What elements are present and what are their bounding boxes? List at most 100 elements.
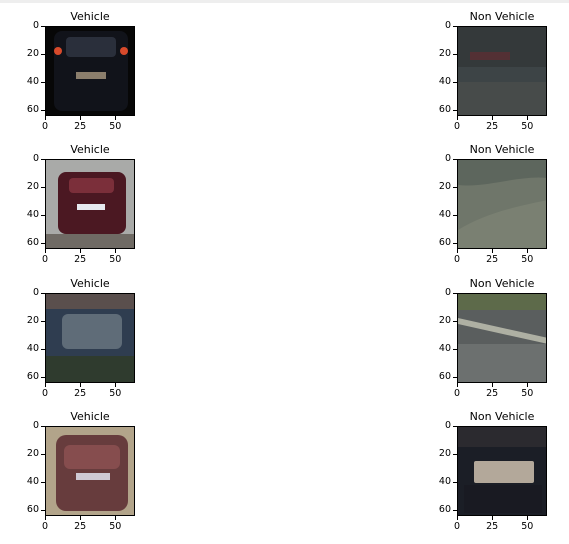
x-tick-mark (45, 516, 46, 520)
y-tick-mark (453, 215, 457, 217)
image-axes (45, 26, 135, 116)
image-axes (457, 26, 547, 116)
y-tick-mark (453, 110, 457, 112)
y-tick-mark (41, 293, 45, 294)
y-tick-mark (41, 426, 45, 427)
x-tick-mark (457, 383, 458, 387)
y-tick-label: 40 (438, 76, 451, 88)
y-tick-label: 0 (444, 153, 451, 164)
y-tick-mark (453, 454, 457, 456)
y-tick-mark (453, 321, 457, 323)
y-tick-mark (41, 482, 45, 484)
y-tick-mark (453, 482, 457, 484)
x-tick-mark (115, 249, 117, 253)
x-tick-mark (80, 516, 82, 520)
y-tick-mark (453, 510, 457, 512)
image-thumbnail (458, 294, 546, 382)
y-tick-mark (41, 377, 45, 379)
subplot: Vehicle 0 20 40 60 0 25 50 (20, 410, 180, 540)
x-tick-label: 50 (109, 121, 122, 132)
top-divider (0, 0, 569, 3)
y-tick-label: 20 (26, 181, 39, 193)
subplot-title: Vehicle (70, 277, 110, 290)
y-tick-label: 0 (444, 287, 451, 298)
y-tick-label: 20 (26, 448, 39, 460)
image-thumbnail (46, 160, 134, 248)
x-tick-label: 50 (521, 254, 534, 265)
y-tick-label: 20 (26, 48, 39, 60)
y-tick-mark (41, 321, 45, 323)
x-tick-label: 0 (41, 254, 49, 265)
x-tick-label: 25 (486, 254, 499, 265)
y-tick-label: 0 (32, 287, 39, 298)
x-tick-mark (115, 116, 117, 120)
y-tick-label: 40 (26, 209, 39, 221)
x-tick-mark (492, 516, 494, 520)
y-tick-label: 20 (438, 315, 451, 327)
y-tick-label: 60 (26, 371, 39, 383)
image-thumbnail (46, 294, 134, 382)
x-tick-mark (80, 383, 82, 387)
image-axes (457, 159, 547, 249)
x-tick-label: 0 (453, 254, 461, 265)
y-tick-label: 0 (32, 420, 39, 431)
x-tick-mark (492, 383, 494, 387)
image-axes (45, 426, 135, 516)
y-tick-mark (41, 82, 45, 84)
x-tick-mark (527, 383, 529, 387)
x-tick-label: 25 (74, 121, 87, 132)
image-thumbnail (458, 27, 546, 115)
x-tick-mark (457, 116, 458, 120)
y-tick-label: 60 (26, 104, 39, 116)
y-tick-mark (41, 159, 45, 160)
subplot-title: Non Vehicle (469, 277, 535, 290)
image-thumbnail (458, 160, 546, 248)
x-tick-mark (80, 116, 82, 120)
x-tick-label: 25 (486, 521, 499, 532)
image-thumbnail (46, 27, 134, 115)
image-axes (45, 159, 135, 249)
subplot-title: Non Vehicle (469, 410, 535, 423)
y-tick-mark (453, 54, 457, 56)
x-tick-mark (492, 249, 494, 253)
y-tick-label: 0 (32, 153, 39, 164)
subplot: Non Vehicle 0 20 40 60 0 25 50 (432, 143, 569, 273)
x-tick-mark (457, 516, 458, 520)
x-tick-label: 50 (109, 254, 122, 265)
x-tick-label: 25 (486, 121, 499, 132)
x-tick-mark (45, 249, 46, 253)
subplot-title: Non Vehicle (469, 143, 535, 156)
subplot-title: Vehicle (70, 10, 110, 23)
y-tick-mark (41, 110, 45, 112)
y-tick-mark (41, 26, 45, 27)
y-tick-label: 20 (26, 315, 39, 327)
y-tick-mark (453, 187, 457, 189)
x-tick-mark (45, 116, 46, 120)
y-tick-mark (41, 187, 45, 189)
x-tick-label: 0 (453, 388, 461, 399)
y-tick-mark (453, 293, 457, 294)
image-thumbnail (46, 427, 134, 515)
y-tick-label: 40 (438, 343, 451, 355)
subplot: Vehicle 0 20 40 60 0 25 50 (20, 10, 180, 140)
x-tick-mark (527, 249, 529, 253)
y-tick-mark (41, 54, 45, 56)
y-tick-mark (453, 26, 457, 27)
x-tick-mark (45, 383, 46, 387)
x-tick-label: 50 (521, 121, 534, 132)
subplot: Vehicle 0 20 40 60 0 25 50 (20, 143, 180, 273)
y-tick-label: 40 (438, 476, 451, 488)
subplot: Non Vehicle 0 20 40 60 0 25 50 (432, 277, 569, 407)
x-tick-mark (457, 249, 458, 253)
image-axes (45, 293, 135, 383)
x-tick-mark (492, 116, 494, 120)
y-tick-label: 40 (26, 76, 39, 88)
y-tick-label: 20 (438, 48, 451, 60)
x-tick-label: 25 (74, 521, 87, 532)
y-tick-label: 40 (26, 476, 39, 488)
x-tick-label: 25 (74, 254, 87, 265)
y-tick-mark (453, 426, 457, 427)
y-tick-mark (453, 82, 457, 84)
x-tick-label: 50 (521, 388, 534, 399)
x-tick-mark (80, 249, 82, 253)
